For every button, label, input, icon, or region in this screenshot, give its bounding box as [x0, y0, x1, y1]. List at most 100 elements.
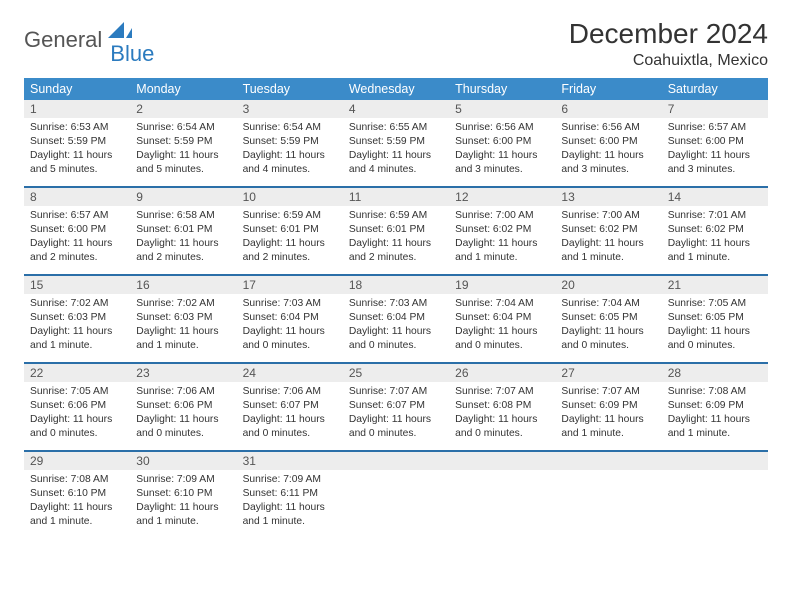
- sunset-line: Sunset: 6:02 PM: [455, 223, 549, 237]
- calendar: SundayMondayTuesdayWednesdayThursdayFrid…: [24, 78, 768, 538]
- day-number: 11: [343, 188, 449, 206]
- calendar-day: 21Sunrise: 7:05 AMSunset: 6:05 PMDayligh…: [662, 276, 768, 362]
- daylight-line: Daylight: 11 hours and 0 minutes.: [136, 413, 230, 441]
- sunrise-line: Sunrise: 7:01 AM: [668, 209, 762, 223]
- sunset-line: Sunset: 6:06 PM: [30, 399, 124, 413]
- sunrise-line: Sunrise: 7:05 AM: [668, 297, 762, 311]
- sunrise-line: Sunrise: 7:05 AM: [30, 385, 124, 399]
- sunset-line: Sunset: 5:59 PM: [136, 135, 230, 149]
- sunrise-line: Sunrise: 6:54 AM: [136, 121, 230, 135]
- calendar-day: 27Sunrise: 7:07 AMSunset: 6:09 PMDayligh…: [555, 364, 661, 450]
- day-number: 27: [555, 364, 661, 382]
- page-subtitle: Coahuixtla, Mexico: [569, 52, 768, 70]
- calendar-week: 8Sunrise: 6:57 AMSunset: 6:00 PMDaylight…: [24, 186, 768, 274]
- day-details: Sunrise: 6:57 AMSunset: 6:00 PMDaylight:…: [24, 206, 130, 268]
- daylight-line: Daylight: 11 hours and 0 minutes.: [349, 413, 443, 441]
- day-number: 8: [24, 188, 130, 206]
- daylight-line: Daylight: 11 hours and 2 minutes.: [136, 237, 230, 265]
- calendar-day: 17Sunrise: 7:03 AMSunset: 6:04 PMDayligh…: [237, 276, 343, 362]
- sunrise-line: Sunrise: 7:07 AM: [349, 385, 443, 399]
- day-details: Sunrise: 7:07 AMSunset: 6:08 PMDaylight:…: [449, 382, 555, 444]
- sunset-line: Sunset: 6:10 PM: [136, 487, 230, 501]
- calendar-day: 4Sunrise: 6:55 AMSunset: 5:59 PMDaylight…: [343, 100, 449, 186]
- day-number: 5: [449, 100, 555, 118]
- daylight-line: Daylight: 11 hours and 1 minute.: [136, 501, 230, 529]
- day-number: 18: [343, 276, 449, 294]
- sunset-line: Sunset: 6:05 PM: [561, 311, 655, 325]
- day-details: Sunrise: 6:55 AMSunset: 5:59 PMDaylight:…: [343, 118, 449, 180]
- day-number: 13: [555, 188, 661, 206]
- daylight-line: Daylight: 11 hours and 1 minute.: [561, 237, 655, 265]
- sunrise-line: Sunrise: 7:08 AM: [30, 473, 124, 487]
- sunset-line: Sunset: 5:59 PM: [349, 135, 443, 149]
- calendar-day: 6Sunrise: 6:56 AMSunset: 6:00 PMDaylight…: [555, 100, 661, 186]
- daylight-line: Daylight: 11 hours and 1 minute.: [30, 501, 124, 529]
- calendar-day: 19Sunrise: 7:04 AMSunset: 6:04 PMDayligh…: [449, 276, 555, 362]
- day-details: Sunrise: 7:05 AMSunset: 6:05 PMDaylight:…: [662, 294, 768, 356]
- sunrise-line: Sunrise: 6:58 AM: [136, 209, 230, 223]
- daylight-line: Daylight: 11 hours and 2 minutes.: [243, 237, 337, 265]
- day-details: Sunrise: 7:09 AMSunset: 6:11 PMDaylight:…: [237, 470, 343, 532]
- sunset-line: Sunset: 6:07 PM: [243, 399, 337, 413]
- daylight-line: Daylight: 11 hours and 1 minute.: [30, 325, 124, 353]
- daylight-line: Daylight: 11 hours and 3 minutes.: [561, 149, 655, 177]
- calendar-week: 29Sunrise: 7:08 AMSunset: 6:10 PMDayligh…: [24, 450, 768, 538]
- day-details: Sunrise: 7:01 AMSunset: 6:02 PMDaylight:…: [662, 206, 768, 268]
- day-details: Sunrise: 6:59 AMSunset: 6:01 PMDaylight:…: [237, 206, 343, 268]
- daylight-line: Daylight: 11 hours and 3 minutes.: [455, 149, 549, 177]
- day-number: 6: [555, 100, 661, 118]
- day-number: 21: [662, 276, 768, 294]
- day-number: 26: [449, 364, 555, 382]
- day-number: 16: [130, 276, 236, 294]
- weeks-container: 1Sunrise: 6:53 AMSunset: 5:59 PMDaylight…: [24, 100, 768, 538]
- daylight-line: Daylight: 11 hours and 1 minute.: [668, 237, 762, 265]
- day-number: 30: [130, 452, 236, 470]
- day-number: .: [343, 452, 449, 470]
- logo: General Blue: [24, 22, 184, 57]
- calendar-day: 22 Sunrise: 7:05 AMSunset: 6:06 PMDayligh…: [24, 364, 130, 450]
- daylight-line: Daylight: 11 hours and 1 minute.: [243, 501, 337, 529]
- day-details: Sunrise: 7:02 AMSunset: 6:03 PMDaylight:…: [130, 294, 236, 356]
- daylight-line: Daylight: 11 hours and 0 minutes.: [455, 413, 549, 441]
- daylight-line: Daylight: 11 hours and 1 minute.: [136, 325, 230, 353]
- sunrise-line: Sunrise: 7:02 AM: [136, 297, 230, 311]
- weekday-header: Tuesday: [237, 78, 343, 100]
- calendar-day: 11Sunrise: 6:59 AMSunset: 6:01 PMDayligh…: [343, 188, 449, 274]
- calendar-day: 14Sunrise: 7:01 AMSunset: 6:02 PMDayligh…: [662, 188, 768, 274]
- day-number: 22: [24, 364, 130, 382]
- sunset-line: Sunset: 6:01 PM: [243, 223, 337, 237]
- sunset-line: Sunset: 6:09 PM: [668, 399, 762, 413]
- sunrise-line: Sunrise: 7:07 AM: [455, 385, 549, 399]
- weekday-header: Monday: [130, 78, 236, 100]
- day-details: Sunrise: 6:54 AMSunset: 5:59 PMDaylight:…: [237, 118, 343, 180]
- day-details: Sunrise: 7:02 AMSunset: 6:03 PMDaylight:…: [24, 294, 130, 356]
- calendar-day: 23Sunrise: 7:06 AMSunset: 6:06 PMDayligh…: [130, 364, 236, 450]
- day-details: Sunrise: 6:59 AMSunset: 6:01 PMDaylight:…: [343, 206, 449, 268]
- day-number: 3: [237, 100, 343, 118]
- sunrise-line: Sunrise: 6:59 AM: [243, 209, 337, 223]
- daylight-line: Daylight: 11 hours and 0 minutes.: [30, 413, 124, 441]
- calendar-day: 20Sunrise: 7:04 AMSunset: 6:05 PMDayligh…: [555, 276, 661, 362]
- day-number: 2: [130, 100, 236, 118]
- header: General Blue December 2024 Coahuixtla, M…: [24, 18, 768, 70]
- weekday-header: Wednesday: [343, 78, 449, 100]
- day-details: Sunrise: 6:54 AMSunset: 5:59 PMDaylight:…: [130, 118, 236, 180]
- calendar-day: 7Sunrise: 6:57 AMSunset: 6:00 PMDaylight…: [662, 100, 768, 186]
- daylight-line: Daylight: 11 hours and 3 minutes.: [668, 149, 762, 177]
- sunset-line: Sunset: 6:04 PM: [349, 311, 443, 325]
- calendar-day: 13Sunrise: 7:00 AMSunset: 6:02 PMDayligh…: [555, 188, 661, 274]
- calendar-week: 1Sunrise: 6:53 AMSunset: 5:59 PMDaylight…: [24, 100, 768, 186]
- calendar-day: 16Sunrise: 7:02 AMSunset: 6:03 PMDayligh…: [130, 276, 236, 362]
- weekday-header: Thursday: [449, 78, 555, 100]
- day-number: 25: [343, 364, 449, 382]
- sunrise-line: Sunrise: 7:09 AM: [136, 473, 230, 487]
- day-number: 19: [449, 276, 555, 294]
- day-details: Sunrise: 7:08 AMSunset: 6:09 PMDaylight:…: [662, 382, 768, 444]
- day-number: 23: [130, 364, 236, 382]
- sunset-line: Sunset: 6:07 PM: [349, 399, 443, 413]
- daylight-line: Daylight: 11 hours and 1 minute.: [561, 413, 655, 441]
- sunrise-line: Sunrise: 7:04 AM: [455, 297, 549, 311]
- daylight-line: Daylight: 11 hours and 0 minutes.: [455, 325, 549, 353]
- sunset-line: Sunset: 5:59 PM: [243, 135, 337, 149]
- sunrise-line: Sunrise: 6:53 AM: [30, 121, 124, 135]
